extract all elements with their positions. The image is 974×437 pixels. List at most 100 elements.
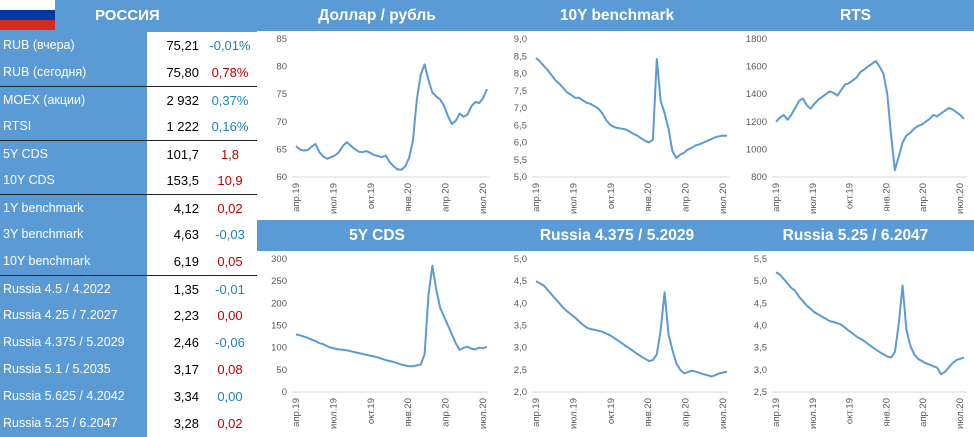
chart-title-russia-2047: Russia 5.25 / 6.2047 bbox=[737, 220, 974, 251]
row-change: 0,37% bbox=[211, 93, 249, 108]
row-value: 4,12 bbox=[173, 201, 199, 216]
x-tick-label: июл.20 bbox=[955, 183, 966, 214]
row-value: 6,19 bbox=[173, 254, 199, 269]
y-tick-label: 8,5 bbox=[514, 51, 527, 62]
chart-russia-2029: 2,0 2,5 3,0 3,5 4,0 4,5 5,0 апр.19 июл.19 окт.19 я… bbox=[514, 254, 729, 429]
row-change: 10,9 bbox=[217, 173, 243, 188]
x-tick-label: апр.20 bbox=[918, 398, 929, 427]
x-tick-label: июл.19 bbox=[808, 183, 819, 214]
table-row: 1Y benchmark 4,12 0,02 bbox=[0, 194, 257, 222]
row-label: RUB (сегодня) bbox=[0, 59, 147, 86]
y-tick-label: 6,5 bbox=[514, 120, 527, 131]
y-tick-label: 7,5 bbox=[514, 86, 527, 97]
y-tick-label: 3,0 bbox=[514, 343, 527, 354]
row-change: 0,05 bbox=[217, 254, 243, 269]
x-tick-label: окт.19 bbox=[366, 398, 377, 424]
x-tick-label: окт.19 bbox=[845, 183, 856, 209]
x-tick-label: янв.20 bbox=[643, 398, 654, 427]
summary-table: РОССИЯ RUB (вчера) 75,21 -0,01% RUB (сегодн… bbox=[0, 0, 257, 437]
y-tick-label: 1000 bbox=[746, 144, 767, 155]
chart-10y-benchmark: 5,0 5,5 6,0 6,5 7,0 7,5 8,0 8,5 9,0 апр.19 июл.19 о… bbox=[514, 34, 729, 214]
row-label: RUB (вчера) bbox=[0, 32, 147, 59]
x-tick-label: июл.20 bbox=[718, 398, 729, 429]
flag-stripe-white bbox=[0, 0, 55, 10]
table-row: Russia 5.25 / 6.2047 3,28 0,02 bbox=[0, 410, 257, 437]
x-tick-label: апр.19 bbox=[531, 398, 542, 427]
x-tick-label: апр.19 bbox=[291, 398, 302, 427]
x-tick-label: окт.19 bbox=[845, 398, 856, 424]
y-tick-label: 5,5 bbox=[514, 155, 527, 166]
series-line bbox=[295, 264, 488, 368]
x-tick-label: апр.19 bbox=[531, 183, 542, 212]
row-value: 2,23 bbox=[173, 308, 199, 323]
table-row: 3Y benchmark 4,63 -0,03 bbox=[0, 221, 257, 248]
row-value: 101,7 bbox=[166, 147, 199, 162]
series-line bbox=[535, 57, 728, 159]
chart-russia-2047: 2,5 3,0 3,5 4,0 4,5 5,0 5,5 апр.19 июл.19 окт.19 я… bbox=[754, 254, 966, 429]
row-value: 75,80 bbox=[166, 65, 199, 80]
table-row: Russia 5.625 / 4.2042 3,34 0,00 bbox=[0, 383, 257, 410]
y-tick-label: 7,0 bbox=[514, 103, 527, 114]
y-tick-label: 1600 bbox=[746, 62, 767, 73]
x-tick-label: июл.19 bbox=[568, 183, 579, 214]
row-label: 3Y benchmark bbox=[0, 221, 147, 248]
x-tick-label: апр.20 bbox=[441, 183, 452, 212]
flag-stripe-red bbox=[0, 20, 55, 30]
y-tick-label: 2,5 bbox=[514, 365, 527, 376]
row-change: 0,00 bbox=[217, 308, 243, 323]
row-value: 153,5 bbox=[166, 173, 199, 188]
y-tick-label: 70 bbox=[276, 117, 287, 128]
row-label: Russia 5.625 / 4.2042 bbox=[0, 383, 147, 410]
y-tick-label: 3,5 bbox=[514, 321, 527, 332]
series-line bbox=[775, 60, 965, 172]
row-label: RTSI bbox=[0, 113, 147, 140]
row-change: 0,16% bbox=[211, 119, 249, 134]
row-change: 0,08 bbox=[217, 362, 243, 377]
y-tick-label: 65 bbox=[276, 144, 287, 155]
y-tick-label: 150 bbox=[271, 321, 287, 332]
row-label: Russia 4.5 / 4.2022 bbox=[0, 276, 147, 303]
row-label: Russia 5.25 / 6.2047 bbox=[0, 410, 147, 437]
y-tick-label: 1200 bbox=[746, 117, 767, 128]
x-tick-label: апр.19 bbox=[771, 398, 782, 427]
series-line bbox=[295, 63, 488, 171]
russia-flag-icon bbox=[0, 0, 55, 30]
chart-rts: 800 1000 1200 1400 1600 1800 апр.19 июл.19 окт.1… bbox=[746, 34, 966, 214]
row-label: 10Y benchmark bbox=[0, 248, 147, 275]
x-tick-label: янв.20 bbox=[403, 398, 414, 427]
y-tick-label: 2,0 bbox=[514, 387, 527, 398]
row-change: -0,06 bbox=[215, 335, 245, 350]
row-value: 2,46 bbox=[173, 335, 199, 350]
row-change: -0,03 bbox=[215, 227, 245, 242]
row-label: MOEX (акции) bbox=[0, 87, 147, 114]
y-tick-label: 60 bbox=[276, 172, 287, 183]
x-tick-label: июл.20 bbox=[955, 398, 966, 429]
x-tick-label: июл.19 bbox=[328, 398, 339, 429]
row-value: 2 932 bbox=[166, 93, 199, 108]
x-tick-label: янв.20 bbox=[881, 183, 892, 212]
table-title: РОССИЯ bbox=[95, 7, 160, 24]
y-tick-label: 3,5 bbox=[754, 343, 767, 354]
flag-stripe-blue bbox=[0, 10, 55, 20]
table-row: Russia 4.375 / 5.2029 2,46 -0,06 bbox=[0, 329, 257, 356]
table-row: RTSI 1 222 0,16% bbox=[0, 113, 257, 140]
y-tick-label: 50 bbox=[276, 365, 287, 376]
y-tick-label: 2,5 bbox=[754, 387, 767, 398]
table-row: Russia 4.5 / 4.2022 1,35 -0,01 bbox=[0, 275, 257, 303]
table-row: Russia 4.25 / 7.2027 2,23 0,00 bbox=[0, 302, 257, 329]
chart-title-5y-cds: 5Y CDS bbox=[257, 220, 497, 251]
y-tick-label: 200 bbox=[271, 298, 287, 309]
row-change: 0,02 bbox=[217, 201, 243, 216]
x-tick-label: апр.20 bbox=[441, 398, 452, 427]
row-label: 1Y benchmark bbox=[0, 195, 147, 222]
row-value: 1,35 bbox=[173, 282, 199, 297]
table-row: MOEX (акции) 2 932 0,37% bbox=[0, 86, 257, 114]
series-line bbox=[535, 280, 728, 378]
row-value: 75,21 bbox=[166, 38, 199, 53]
chart-title-russia-2029: Russia 4.375 / 5.2029 bbox=[497, 220, 737, 251]
row-label: 10Y CDS bbox=[0, 167, 147, 194]
row-value: 3,17 bbox=[173, 362, 199, 377]
table-row: 10Y benchmark 6,19 0,05 bbox=[0, 248, 257, 275]
y-tick-label: 5,0 bbox=[514, 172, 527, 183]
table-row: 5Y CDS 101,7 1,8 bbox=[0, 140, 257, 168]
